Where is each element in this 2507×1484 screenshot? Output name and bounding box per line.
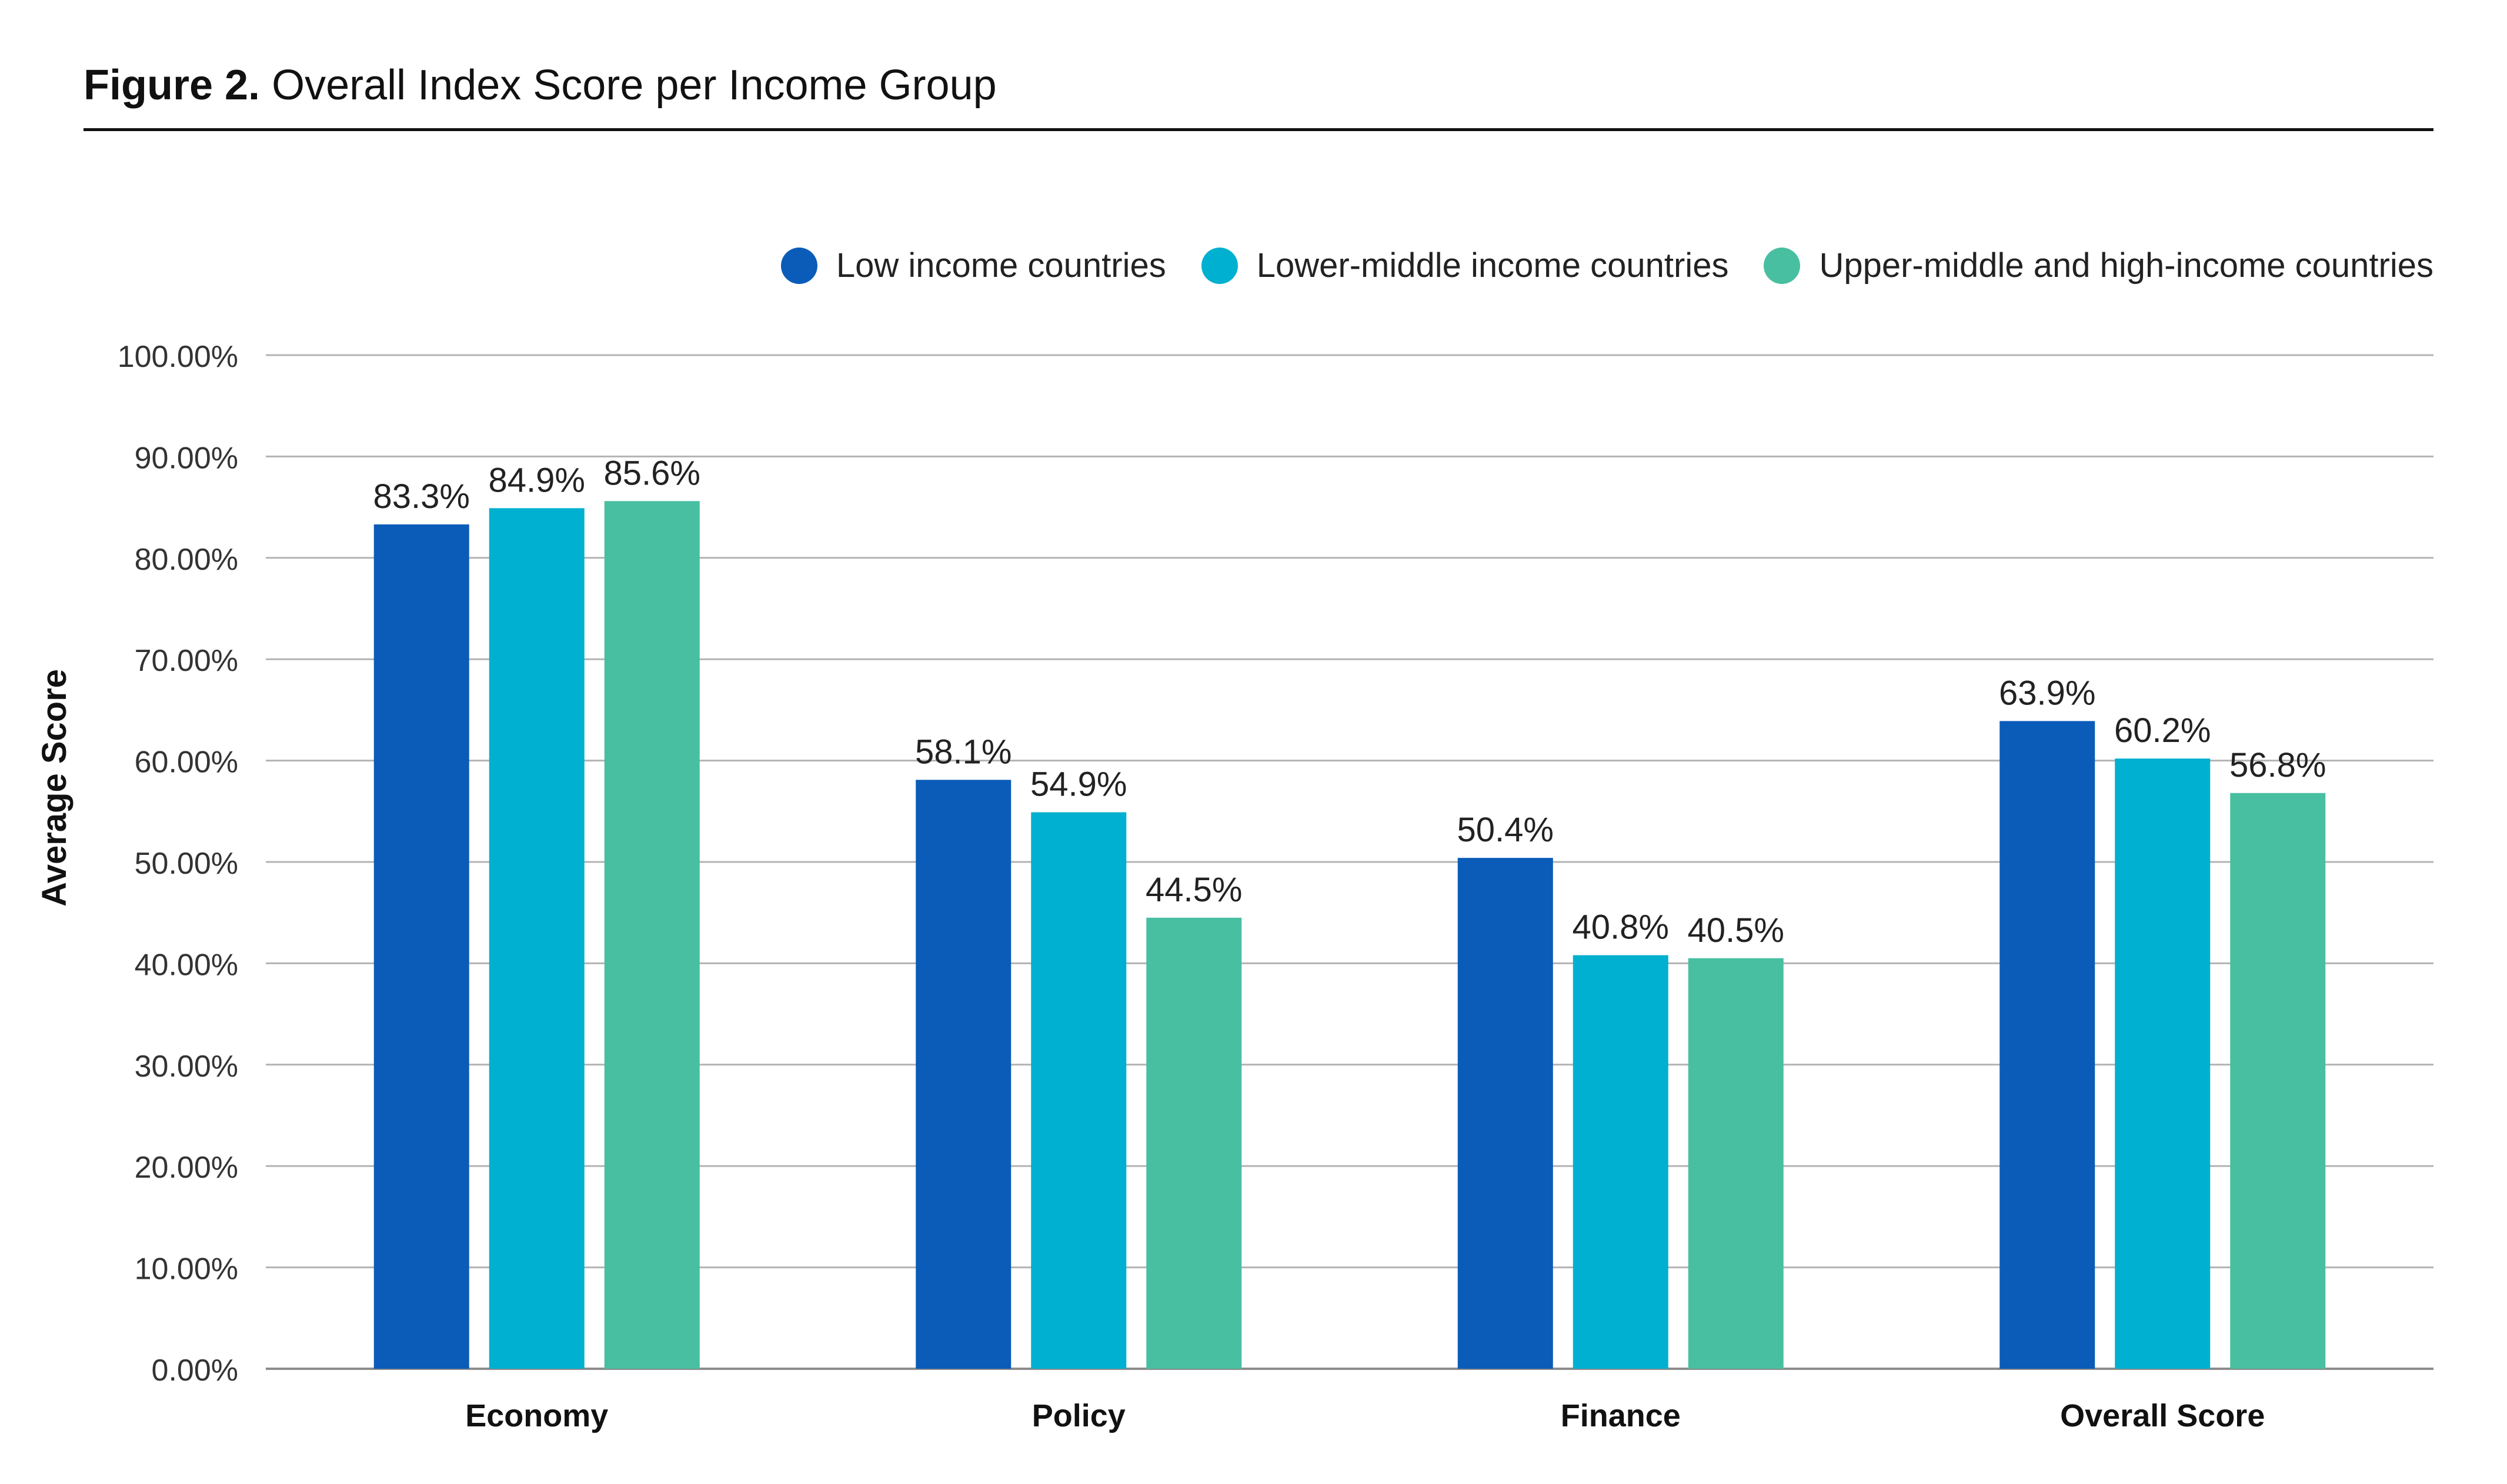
bar-value-label: 84.9% (489, 461, 585, 499)
y-tick-label: 20.00% (135, 1151, 238, 1185)
bar (604, 501, 700, 1369)
legend-item-upper-middle-high-income: Upper-middle and high-income countries (1764, 246, 2433, 285)
bar-value-label: 40.8% (1573, 908, 1669, 947)
bar-value-label: 50.4% (1457, 811, 1554, 849)
y-tick-label: 10.00% (135, 1252, 238, 1286)
legend-label-upper-middle-high-income: Upper-middle and high-income countries (1819, 246, 2433, 285)
bar (1573, 955, 1668, 1369)
legend-label-low-income: Low income countries (836, 246, 1166, 285)
bar-value-label: 44.5% (1146, 871, 1242, 909)
x-category-label: Overall Score (2060, 1398, 2265, 1433)
legend-label-lower-middle-income: Lower-middle income countries (1256, 246, 1729, 285)
bar-value-label: 54.9% (1030, 766, 1127, 804)
bar (373, 524, 469, 1369)
y-tick-label: 0.00% (152, 1353, 238, 1388)
bar (1146, 917, 1242, 1369)
y-tick-label: 60.00% (135, 746, 238, 780)
legend-item-lower-middle-income: Lower-middle income countries (1201, 246, 1729, 285)
bar (1457, 858, 1553, 1369)
bar (1999, 721, 2095, 1369)
figure-label: Figure 2. (84, 62, 261, 109)
bar (1688, 958, 1784, 1369)
bar-value-label: 85.6% (604, 454, 700, 492)
bar (1031, 812, 1127, 1369)
x-category-label: Economy (465, 1398, 608, 1433)
bar-value-label: 83.3% (373, 477, 470, 516)
y-tick-label: 50.00% (135, 847, 238, 881)
x-category-label: Finance (1561, 1398, 1681, 1433)
bar (2115, 758, 2211, 1369)
bar (489, 508, 585, 1369)
y-tick-label: 100.00% (118, 340, 238, 374)
bar (916, 780, 1012, 1369)
y-tick-label: 70.00% (135, 644, 238, 678)
legend-swatch-upper-middle-high-income (1764, 247, 1801, 284)
bar-value-label: 58.1% (915, 733, 1012, 771)
title-divider (84, 128, 2433, 131)
legend-swatch-lower-middle-income (1201, 247, 1238, 284)
bar-value-label: 63.9% (1999, 674, 2095, 712)
y-tick-label: 90.00% (135, 441, 238, 475)
bar-value-label: 40.5% (1688, 911, 1784, 950)
figure-title-text: Overall Index Score per Income Group (272, 62, 997, 109)
bar-value-label: 60.2% (2114, 711, 2211, 750)
y-tick-label: 40.00% (135, 948, 238, 982)
figure-title: Figure 2. Overall Index Score per Income… (84, 59, 997, 112)
legend-swatch-low-income (780, 247, 817, 284)
bar-value-label: 56.8% (2229, 746, 2326, 784)
chart-legend: Low income countries Lower-middle income… (780, 246, 2433, 285)
legend-item-low-income: Low income countries (780, 246, 1166, 285)
y-axis-title: Average Score (35, 669, 74, 907)
bar (2230, 793, 2326, 1369)
y-tick-label: 30.00% (135, 1050, 238, 1084)
x-category-label: Policy (1032, 1398, 1126, 1433)
y-tick-label: 80.00% (135, 543, 238, 577)
